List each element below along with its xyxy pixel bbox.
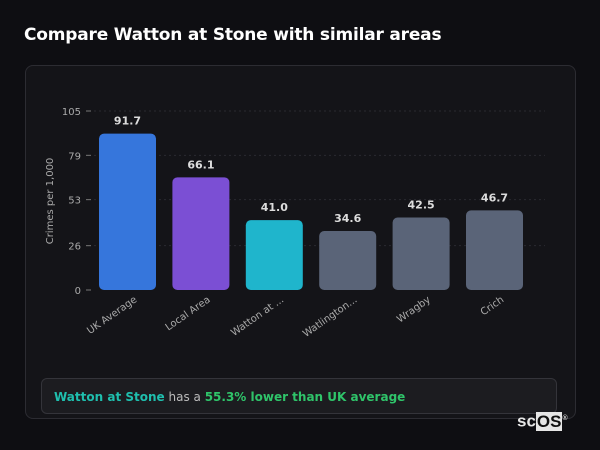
y-tick-label: 0 [75, 286, 81, 297]
y-tick-label: 105 [62, 107, 81, 118]
scos-logo: scOS® [517, 411, 568, 431]
y-tick-label: 53 [68, 196, 81, 207]
summary-text: has a [164, 390, 205, 404]
bar-watlington- [319, 231, 377, 290]
bar-uk-average [99, 133, 156, 290]
x-tick-label: Crich [479, 294, 506, 318]
y-tick-label: 79 [68, 151, 81, 162]
summary-box: Watton at Stone has a 55.3% lower than U… [41, 378, 557, 414]
value-label: 46.7 [481, 191, 508, 204]
x-tick-label: Watlington... [301, 294, 359, 339]
summary-stat: 55.3% lower than UK average [204, 390, 406, 404]
y-axis-label: Crimes per 1,000 [45, 158, 56, 245]
bar-wragby [392, 217, 450, 290]
value-label: 66.1 [187, 158, 214, 171]
x-tick-label: Watton at ... [229, 294, 286, 338]
y-tick-label: 26 [68, 242, 81, 253]
value-label: 91.7 [114, 115, 141, 128]
bar-crich [466, 210, 523, 290]
bar-watton-at- [245, 220, 303, 290]
bar-local-area [172, 177, 230, 290]
value-label: 34.6 [334, 212, 361, 225]
x-tick-label: UK Average [85, 294, 139, 336]
x-tick-label: Wragby [395, 294, 433, 325]
x-tick-label: Local Area [164, 294, 213, 333]
value-label: 41.0 [261, 201, 288, 214]
value-label: 42.5 [408, 199, 435, 212]
summary-place: Watton at Stone [54, 390, 165, 404]
page-title: Compare Watton at Stone with similar are… [24, 25, 442, 45]
